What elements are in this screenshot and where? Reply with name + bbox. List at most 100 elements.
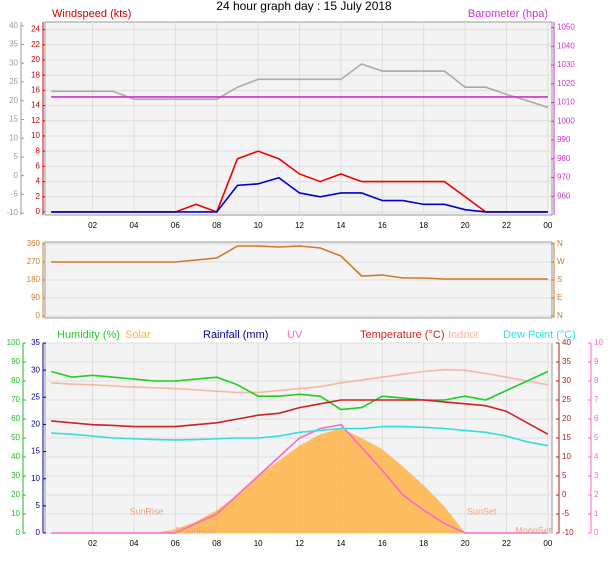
y-tick-label: 8 [36, 146, 41, 155]
y-tick-label: 990 [557, 135, 571, 144]
y-tick-label: 5 [594, 433, 599, 442]
y-tick-label: 6 [594, 414, 599, 423]
series-line [51, 399, 549, 435]
y-tick-label: 10 [9, 133, 18, 142]
y-tick-label: -10 [6, 208, 18, 217]
y-tick-label: 20 [31, 55, 40, 64]
x-tick-label: 12 [295, 539, 304, 548]
y-tick-label: 10 [594, 338, 603, 347]
y-tick-label: 0 [16, 528, 21, 537]
y-tick-label: 960 [557, 191, 571, 200]
y-tick-label: 10 [31, 131, 40, 140]
y-tick-label: 100 [7, 338, 21, 347]
y-tick-label: 15 [31, 447, 40, 456]
y-tick-label: 90 [11, 357, 20, 366]
x-tick-label: 00 [543, 221, 552, 230]
legend-label: Temperature (°C) [360, 329, 444, 341]
legend-label: Indoor [448, 329, 480, 341]
x-tick-label: 08 [212, 221, 221, 230]
x-tick-label: 00 [543, 539, 552, 548]
series-line [51, 176, 548, 213]
y-tick-label: 5 [562, 471, 567, 480]
y-tick-label: 1000 [557, 116, 575, 125]
y-tick-label: 20 [9, 96, 18, 105]
annotation: MoonSet [515, 525, 552, 535]
x-tick-label: 18 [419, 221, 428, 230]
y-tick-label: 1030 [557, 60, 575, 69]
y-tick-label: 0 [14, 171, 19, 180]
x-tick-label: 20 [461, 221, 470, 230]
x-tick-label: 16 [378, 221, 387, 230]
x-tick-label: 10 [254, 539, 263, 548]
y-tick-label: 0 [562, 490, 567, 499]
y-tick-label: W [557, 257, 565, 266]
x-tick-label: 22 [502, 221, 511, 230]
x-tick-label: 02 [88, 221, 97, 230]
y-tick-label: 14 [31, 101, 40, 110]
y-tick-label: 12 [31, 116, 40, 125]
y-tick-label: 25 [562, 395, 571, 404]
legend-label: Solar [125, 329, 151, 341]
y-tick-label: N [557, 311, 563, 320]
x-tick-label: 06 [171, 221, 180, 230]
series-line [50, 370, 549, 411]
y-tick-label: 35 [9, 40, 18, 49]
x-tick-label: 14 [336, 539, 345, 548]
series-line [51, 423, 548, 534]
y-tick-label: 80 [11, 376, 20, 385]
x-tick-label: 04 [130, 221, 139, 230]
x-tick-label: 12 [295, 221, 304, 230]
y-tick-label: 0 [36, 528, 41, 537]
series-line [51, 63, 549, 109]
annotation: SunSet [467, 506, 497, 516]
y-tick-label: -5 [562, 509, 570, 518]
series-line [51, 368, 549, 394]
y-tick-label: 40 [11, 452, 20, 461]
y-tick-label: 4 [594, 452, 599, 461]
y-tick-label: 25 [9, 77, 18, 86]
y-tick-label: 5 [14, 152, 19, 161]
x-tick-label: 22 [502, 539, 511, 548]
x-tick-label: 04 [130, 539, 139, 548]
axis-label: Barometer (hpa) [468, 8, 548, 20]
y-tick-label: E [557, 293, 562, 302]
y-tick-label: S [557, 275, 562, 284]
x-tick-label: 14 [336, 221, 345, 230]
y-tick-label: 970 [557, 173, 571, 182]
y-tick-label: 0 [594, 528, 599, 537]
annotation: MoonRise [176, 525, 217, 535]
y-tick-label: 40 [562, 338, 571, 347]
y-tick-label: 180 [27, 275, 41, 284]
y-tick-label: 10 [562, 452, 571, 461]
y-tick-label: 50 [11, 433, 20, 442]
y-tick-label: 4 [36, 177, 41, 186]
y-tick-label: 30 [31, 365, 40, 374]
x-tick-label: 06 [171, 539, 180, 548]
y-tick-label: N [557, 239, 563, 248]
y-tick-label: 35 [31, 338, 40, 347]
y-tick-label: 20 [11, 490, 20, 499]
y-tick-label: 40 [9, 21, 18, 30]
x-tick-label: 16 [378, 539, 387, 548]
y-tick-label: 20 [562, 414, 571, 423]
y-tick-label: 270 [27, 257, 41, 266]
y-tick-label: 8 [594, 376, 599, 385]
chart-title: 24 hour graph day : 15 July 2018 [216, 0, 392, 13]
y-tick-label: 30 [9, 58, 18, 67]
y-tick-label: 1040 [557, 41, 575, 50]
x-tick-label: 08 [212, 539, 221, 548]
y-tick-label: 18 [31, 70, 40, 79]
series-line [51, 245, 548, 280]
axis-label: Rainfall (mm) [203, 329, 268, 341]
x-tick-label: 02 [88, 539, 97, 548]
y-tick-label: 24 [31, 25, 40, 34]
axis-label: Windspeed (kts) [52, 8, 131, 20]
legend-label: UV [287, 329, 303, 341]
y-tick-label: 3 [594, 471, 599, 480]
y-tick-label: 10 [31, 474, 40, 483]
y-tick-label: 5 [36, 501, 41, 510]
x-tick-label: 10 [254, 221, 263, 230]
y-tick-label: 35 [562, 357, 571, 366]
legend-label: Humidity (%) [57, 329, 120, 341]
